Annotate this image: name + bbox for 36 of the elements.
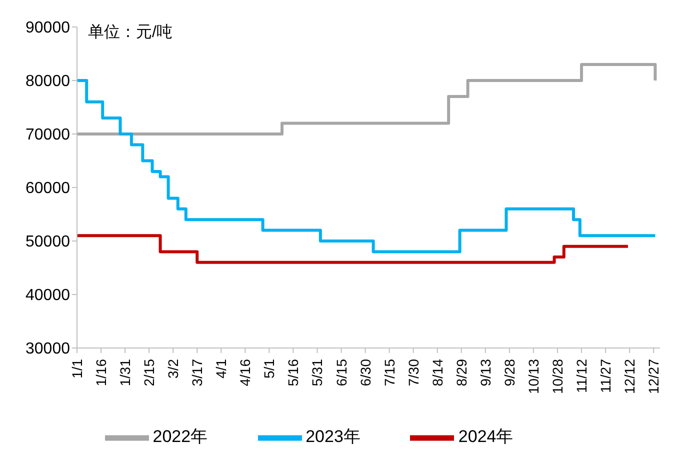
x-tick-label: 10/28 <box>549 358 566 394</box>
x-tick-label: 3/2 <box>165 358 182 378</box>
x-tick-label: 9/28 <box>501 358 518 386</box>
x-tick-label: 7/15 <box>381 358 398 386</box>
x-tick-label: 5/1 <box>261 358 278 378</box>
x-tick-label: 6/15 <box>333 358 350 386</box>
x-tick-label: 11/12 <box>574 358 590 393</box>
y-tick-label: 60000 <box>26 180 70 198</box>
x-tick-label: 9/13 <box>477 358 494 386</box>
y-tick-label: 70000 <box>26 126 70 144</box>
x-tick-label: 5/16 <box>285 358 302 386</box>
x-tick-label: 12/12 <box>622 358 638 394</box>
x-tick-label: 4/1 <box>213 358 230 378</box>
x-tick-label: 4/16 <box>237 358 254 386</box>
x-tick-label: 3/17 <box>189 358 206 386</box>
x-tick-label: 10/13 <box>525 358 542 394</box>
x-tick-label: 1/31 <box>117 358 134 386</box>
x-tick-label: 7/30 <box>405 358 422 386</box>
x-tick-label: 12/27 <box>646 358 662 394</box>
y-axis-title: 单位：元/吨 <box>88 22 172 43</box>
x-tick-label: 1/1 <box>69 358 85 378</box>
y-tick-label: 80000 <box>26 73 70 90</box>
legend-label: 2023年 <box>306 427 360 446</box>
y-tick-label: 50000 <box>26 234 70 251</box>
y-tick-label: 40000 <box>26 287 70 304</box>
x-tick-label: 5/31 <box>309 358 326 386</box>
x-tick-label: 6/30 <box>357 358 374 386</box>
x-tick-label: 2/15 <box>141 358 158 386</box>
x-tick-label: 11/27 <box>598 358 614 393</box>
legend-label: 2022年 <box>152 427 208 446</box>
y-tick-label: 90000 <box>26 20 70 37</box>
y-tick-label: 30000 <box>26 340 70 358</box>
x-tick-label: 8/14 <box>429 358 446 386</box>
x-tick-label: 1/16 <box>93 358 110 386</box>
x-tick-label: 8/29 <box>453 358 470 386</box>
legend-label: 2024年 <box>458 427 514 446</box>
